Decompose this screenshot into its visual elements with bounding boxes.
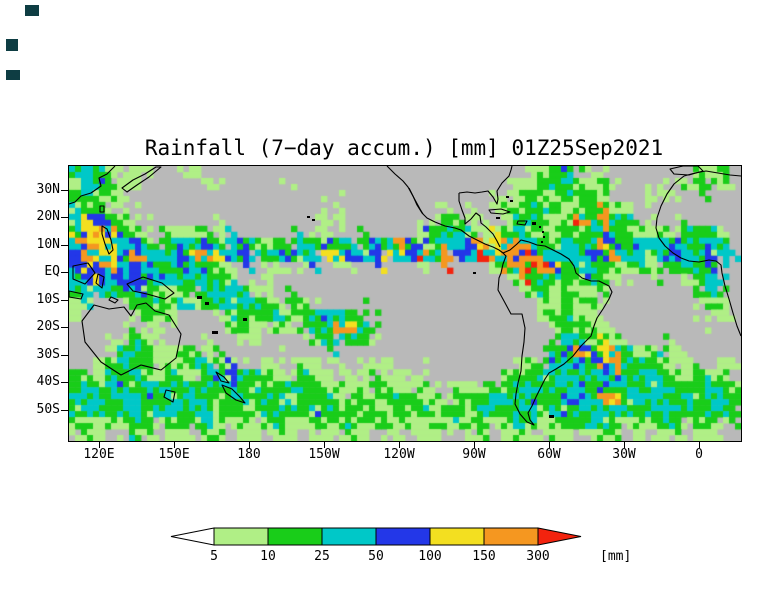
lat-tickmark <box>61 217 68 219</box>
colorbar-right-arrow <box>537 527 582 546</box>
lat-tick-label: 10S <box>36 291 60 307</box>
lat-tickmark <box>61 327 68 329</box>
chart-title: Rainfall (7−day accum.) [mm] 01Z25Sep202… <box>144 136 664 160</box>
colorbar-box <box>483 527 539 546</box>
lat-tickmark <box>61 244 68 246</box>
colorbar-box <box>375 527 431 546</box>
lon-tick-label: 120E <box>83 447 115 462</box>
lon-tick-label: 90W <box>462 447 486 462</box>
lat-tickmark <box>61 272 68 274</box>
colorbar-labels: 5 10 25 50 100 150 300 <box>170 549 582 565</box>
colorbar <box>170 527 582 547</box>
colorbar-level-label: 5 <box>210 549 218 564</box>
colorbar-level-label: 25 <box>314 549 330 564</box>
lat-tick-label: 20N <box>36 209 60 225</box>
screen-artifact <box>25 5 39 16</box>
lat-tickmark <box>61 189 68 191</box>
rainfall-raster-canvas <box>69 166 741 441</box>
lon-tickmark <box>474 441 475 448</box>
colorbar-left-arrow <box>170 527 215 546</box>
screen-artifact <box>6 70 20 80</box>
colorbar-svg <box>170 527 582 546</box>
colorbar-box <box>213 527 269 546</box>
lat-tick-label: 40S <box>36 374 60 390</box>
lon-tick-label: 150E <box>158 447 190 462</box>
lat-tick-label: 10N <box>36 236 60 252</box>
lon-tickmark <box>399 441 401 448</box>
colorbar-level-label: 150 <box>472 549 496 564</box>
colorbar-box <box>321 527 377 546</box>
lon-tickmark <box>324 441 326 448</box>
lat-tickmark <box>61 382 68 384</box>
lon-tick-label: 120W <box>383 447 415 462</box>
lon-tickmark <box>699 441 700 448</box>
lat-tickmark <box>61 409 68 411</box>
lon-tickmark <box>249 441 251 448</box>
lat-tickmark <box>61 354 68 356</box>
lon-tick-label: 60W <box>537 447 561 462</box>
lon-tick-label: 30W <box>612 447 636 462</box>
colorbar-box <box>267 527 323 546</box>
colorbar-level-label: 10 <box>260 549 276 564</box>
colorbar-level-label: 300 <box>526 549 550 564</box>
colorbar-unit-label: [mm] <box>600 549 632 564</box>
lon-tickmark <box>98 441 100 448</box>
colorbar-level-label: 100 <box>418 549 442 564</box>
colorbar-level-label: 50 <box>368 549 384 564</box>
lat-tick-label: 20S <box>36 319 60 335</box>
lat-tick-label: 50S <box>36 401 60 417</box>
lat-tick-label: 30N <box>36 181 60 197</box>
colorbar-box <box>429 527 485 546</box>
lon-tickmark <box>174 441 176 448</box>
screen-artifact <box>6 39 18 51</box>
lon-tick-label: 180 <box>237 447 261 462</box>
map-frame <box>68 165 742 442</box>
lon-tickmark <box>549 441 550 448</box>
lon-tick-label: 150W <box>308 447 340 462</box>
lat-tick-label: EQ <box>44 264 60 280</box>
lat-tickmark <box>61 299 68 301</box>
lon-tickmark <box>624 441 625 448</box>
lat-tick-label: 30S <box>36 346 60 362</box>
lon-tick-label: 0 <box>695 447 703 462</box>
